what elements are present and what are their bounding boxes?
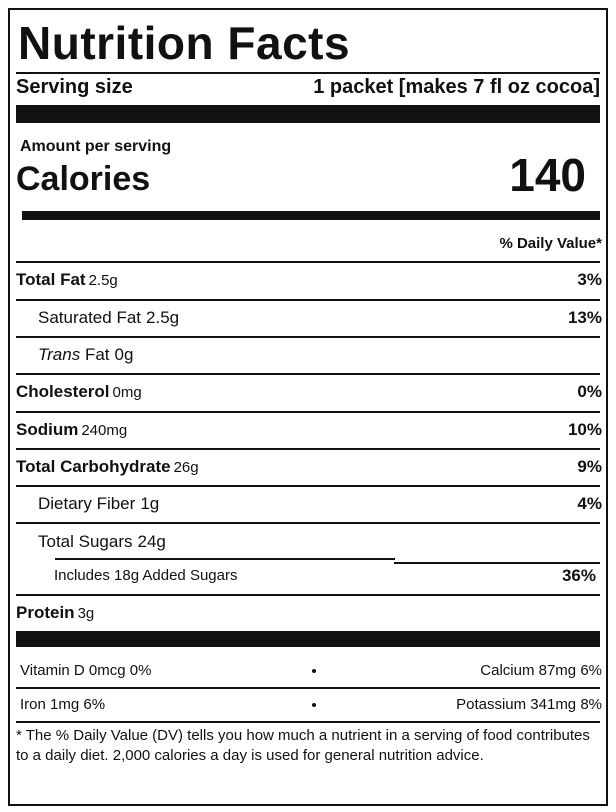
nutrient-amount: 1g: [140, 494, 160, 513]
bullet: [312, 703, 316, 707]
rule: [16, 522, 600, 524]
nutrient-name: Includes 18g Added Sugars: [54, 561, 237, 591]
serving-value: 1 packet [makes 7 fl oz cocoa]: [313, 76, 600, 98]
rule: [16, 448, 600, 450]
nutrient-name-text: Saturated Fat: [38, 308, 142, 327]
nutrient-row: Sodium 240mg 10%: [10, 415, 606, 445]
nutrient-name-text: Total Fat: [16, 270, 86, 289]
amount-label: Amount per serving: [20, 138, 172, 155]
nutrient-row: Total Carbohydrate 26g 9%: [10, 452, 606, 482]
nutrient-name: Cholesterol 0mg: [16, 377, 142, 408]
rule: [16, 336, 600, 338]
nutrition-label: Nutrition Facts Serving size 1 packet [m…: [8, 8, 608, 806]
nutrient-name-text: Dietary Fiber: [38, 494, 136, 513]
footnote: * The % Daily Value (DV) tells you how m…: [16, 727, 590, 764]
nutrient-dv: 10%: [567, 420, 602, 439]
nutrient-italic: Trans: [38, 345, 81, 364]
nutrient-amount: 0g: [114, 345, 134, 364]
vitamin-row: Iron 1mg 6% Potassium 341mg 8%: [10, 690, 606, 720]
rule: [16, 373, 600, 375]
nutrient-row: Total Fat 2.5g 3%: [10, 265, 606, 295]
nutrient-name: Total Sugars 24g: [38, 527, 166, 557]
rule: [16, 261, 600, 263]
rule: [16, 299, 600, 301]
nutrient-name-text: Total Carbohydrate: [16, 457, 171, 476]
calories-label: Calories: [16, 160, 151, 198]
rule: [16, 411, 600, 413]
nutrient-name: Saturated Fat 2.5g: [38, 303, 179, 333]
calories-value: 140: [509, 149, 586, 201]
nutrient-name-text: Fat: [84, 345, 110, 364]
nutrient-row: Protein 3g: [10, 598, 606, 628]
nutrient-row: Saturated Fat 2.5g 13%: [10, 303, 606, 333]
rule: [16, 594, 600, 596]
nutrient-dv: 3%: [577, 270, 602, 289]
nutrient-amount: 2.5g: [146, 308, 180, 327]
dv-header: % Daily Value*: [499, 235, 602, 252]
nutrient-name-text: Cholesterol: [16, 382, 110, 401]
nutrient-dv: 36%: [561, 566, 596, 585]
nutrient-name-text: Includes 18g Added Sugars: [54, 567, 238, 584]
rule: [55, 558, 395, 560]
thick-rule: [16, 105, 600, 123]
rule: [16, 72, 600, 74]
rule: [394, 562, 600, 564]
nutrient-dv: 13%: [567, 308, 602, 327]
nutrient-amount: 3g: [77, 605, 95, 622]
nutrient-row: Cholesterol 0mg 0%: [10, 377, 606, 407]
rule: [16, 687, 600, 689]
bullet: [312, 669, 316, 673]
nutrient-row: Trans Fat 0g: [10, 340, 606, 370]
vitamin-right: Potassium 341mg 8%: [456, 696, 602, 713]
nutrient-amount: 2.5g: [88, 272, 118, 289]
serving-label: Serving size: [16, 76, 133, 98]
nutrient-row: Total Sugars 24g: [10, 527, 606, 557]
nutrient-amount: 26g: [173, 459, 199, 476]
rule: [16, 631, 600, 647]
nutrient-dv: 9%: [577, 457, 602, 476]
nutrient-name: Protein 3g: [16, 598, 94, 629]
nutrient-name: Sodium 240mg: [16, 415, 127, 446]
vitamin-right: Calcium 87mg 6%: [480, 662, 602, 679]
vitamin-left: Iron 1mg 6%: [20, 696, 106, 713]
nutrient-name: Trans Fat 0g: [38, 340, 133, 370]
title: Nutrition Facts: [18, 17, 351, 69]
nutrient-name-text: Protein: [16, 603, 75, 622]
thick-rule: [22, 211, 600, 220]
nutrient-dv: 4%: [577, 494, 602, 513]
nutrient-name: Total Fat 2.5g: [16, 265, 118, 296]
nutrient-amount: 0mg: [112, 384, 142, 401]
nutrient-name-text: Total Sugars: [38, 532, 133, 551]
nutrient-amount: 24g: [137, 532, 166, 551]
rule: [16, 485, 600, 487]
vitamin-left: Vitamin D 0mcg 0%: [20, 662, 152, 679]
nutrient-name: Total Carbohydrate 26g: [16, 452, 199, 483]
nutrient-amount: 240mg: [81, 422, 128, 439]
nutrient-name-text: Sodium: [16, 420, 79, 439]
vitamin-row: Vitamin D 0mcg 0% Calcium 87mg 6%: [10, 656, 606, 686]
nutrient-row: Dietary Fiber 1g 4%: [10, 489, 606, 519]
nutrient-dv: 0%: [577, 382, 602, 401]
nutrient-row: Includes 18g Added Sugars 36%: [10, 561, 606, 591]
rule: [16, 721, 600, 723]
nutrient-name: Dietary Fiber 1g: [38, 489, 159, 519]
